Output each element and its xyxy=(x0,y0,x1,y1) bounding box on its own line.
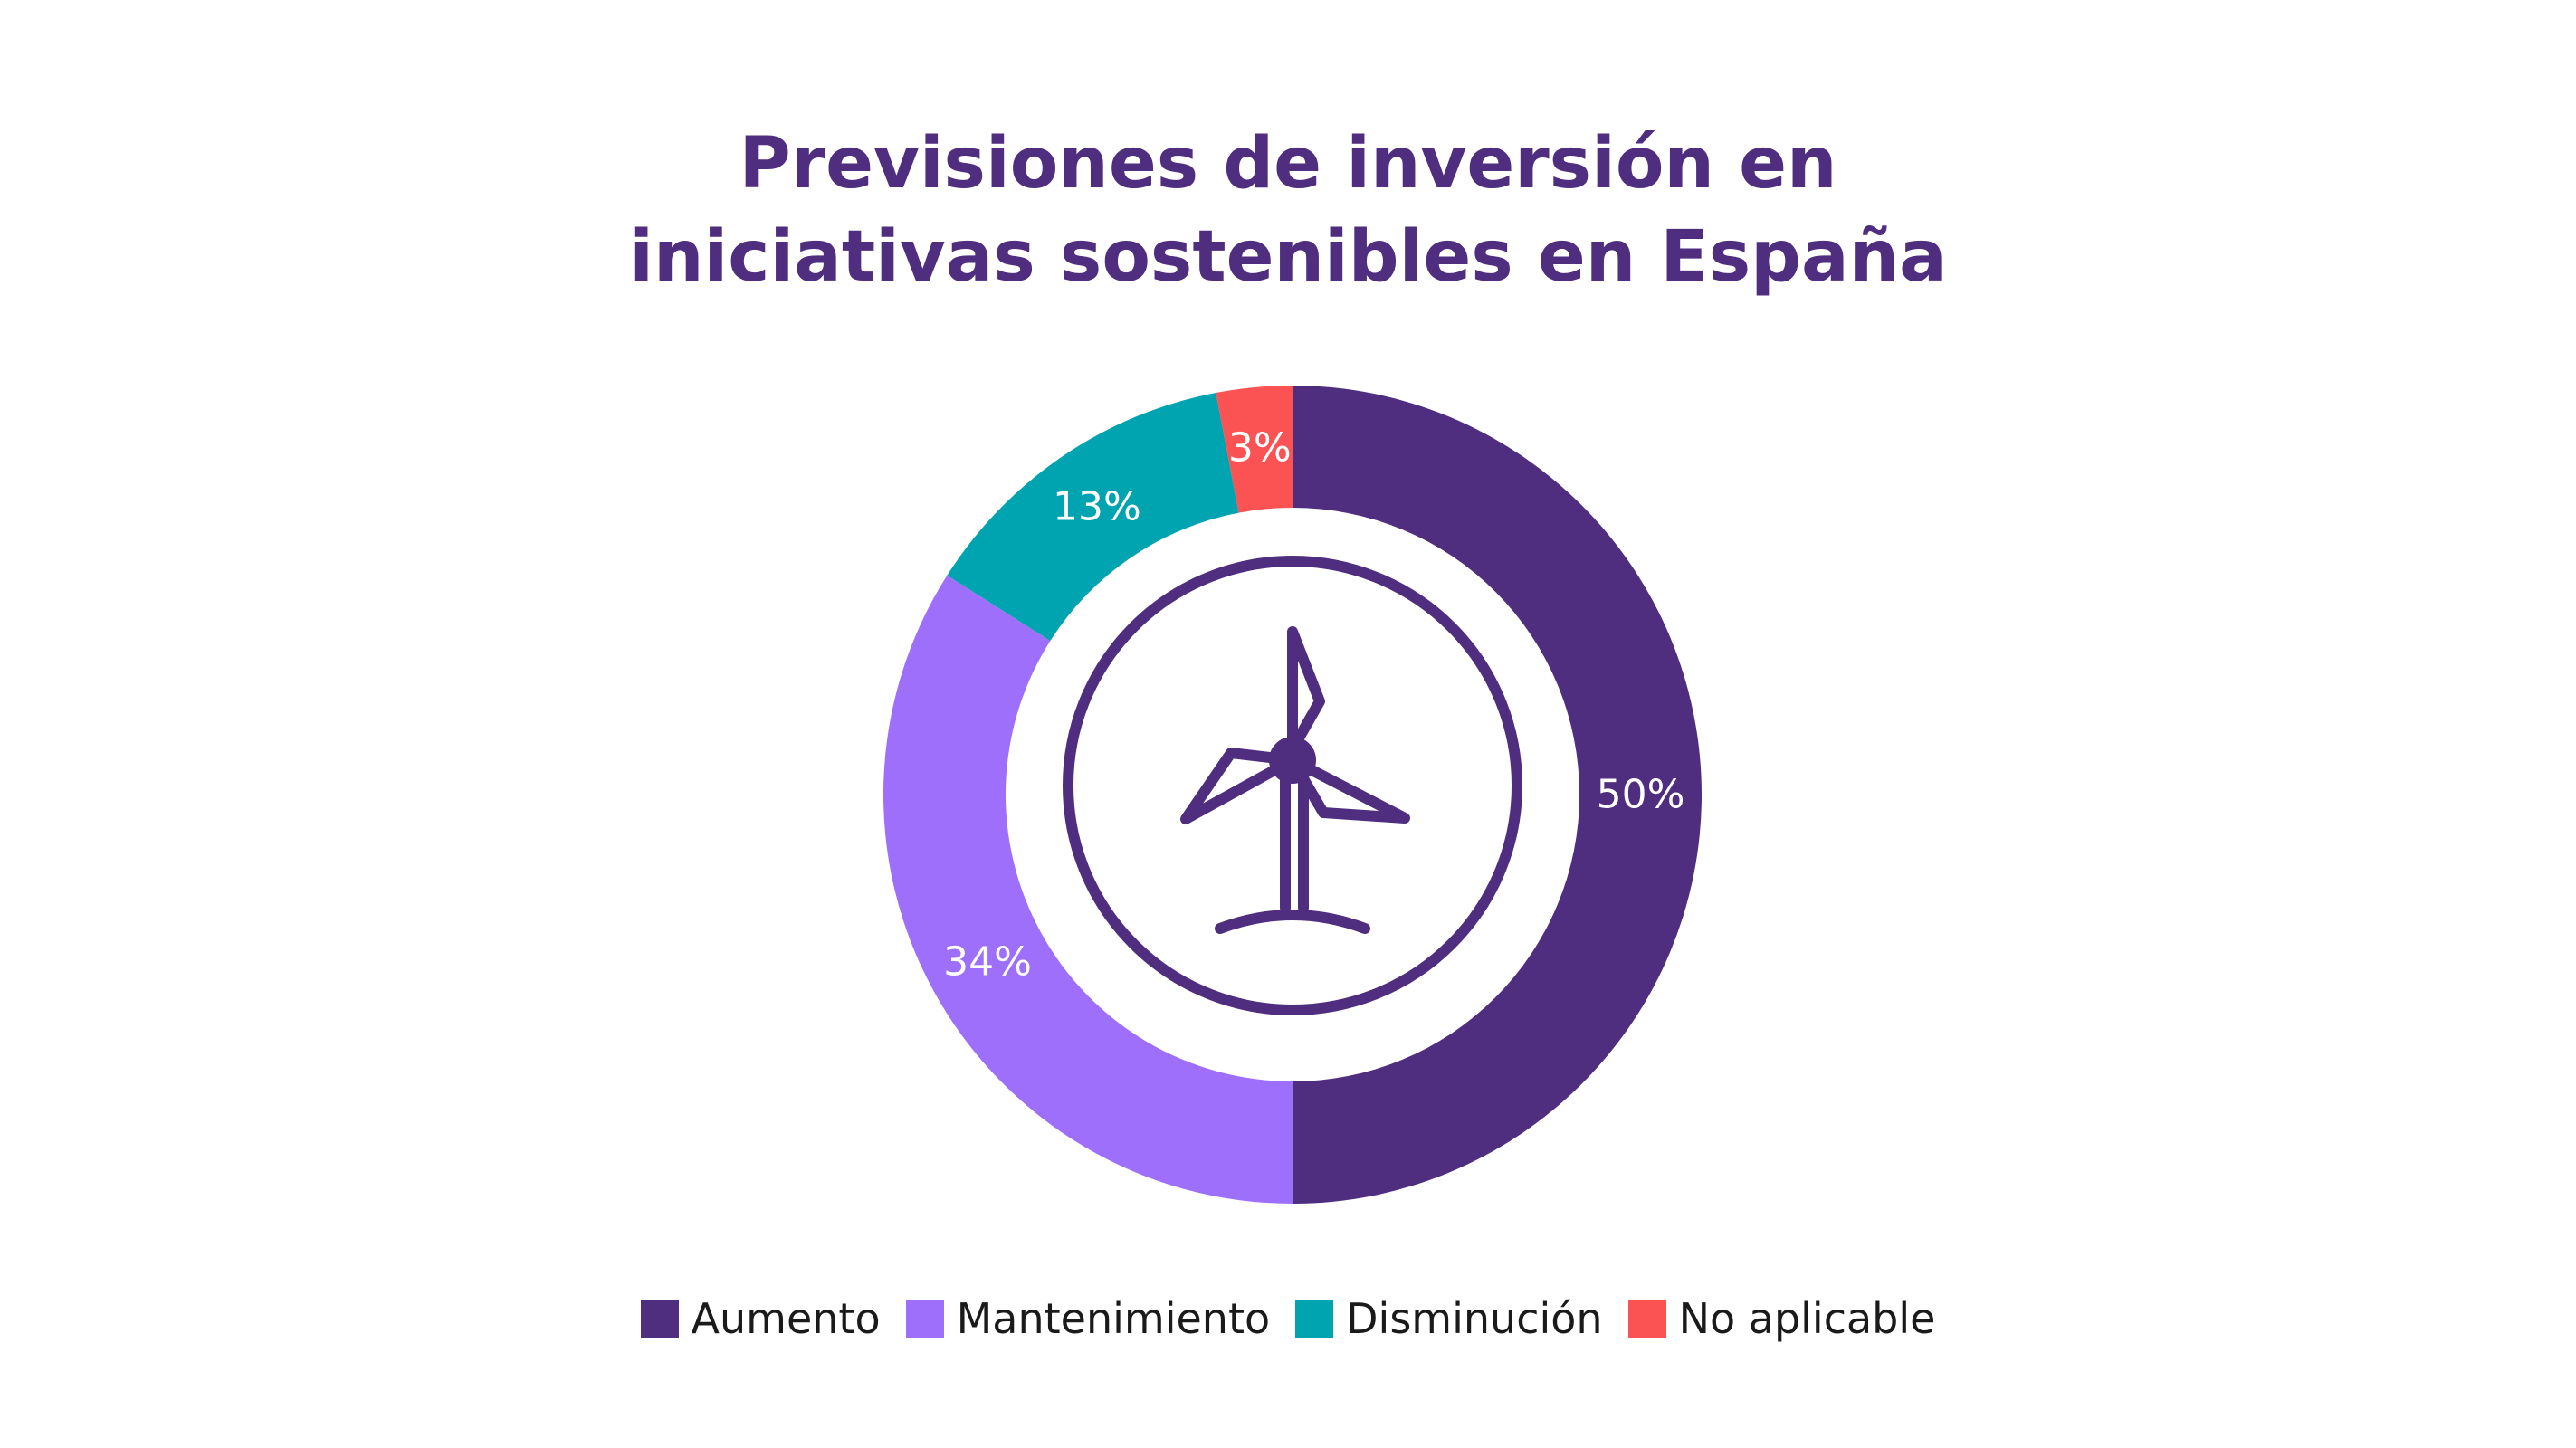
slice-value-label: 50% xyxy=(1597,772,1685,818)
legend-swatch xyxy=(1627,1300,1666,1338)
chart-title-line-1: Previsiones de inversión en xyxy=(739,123,1837,205)
donut-slice xyxy=(1216,386,1293,513)
legend-label: Mantenimiento xyxy=(956,1294,1271,1343)
slice-value-label: 3% xyxy=(1228,425,1292,472)
wind-turbine-icon xyxy=(1063,556,1522,1015)
chart-title-line-2: iniciativas sostenibles en España xyxy=(629,216,1947,298)
donut-slice xyxy=(947,393,1239,642)
slice-value-label: 13% xyxy=(1053,483,1141,529)
legend-swatch xyxy=(1295,1300,1334,1338)
legend-item: Aumento xyxy=(640,1294,881,1343)
legend-item: Mantenimiento xyxy=(905,1294,1271,1343)
legend-label: Aumento xyxy=(691,1294,881,1343)
chart-title: Previsiones de inversión en iniciativas … xyxy=(0,118,2576,304)
donut-slice xyxy=(883,575,1293,1204)
legend: Aumento Mantenimiento Disminución No aplica… xyxy=(0,1294,2576,1343)
donut-slice-labels: 50% 34% 13% 3% xyxy=(943,425,1684,986)
legend-label: Disminución xyxy=(1346,1294,1603,1343)
legend-swatch xyxy=(905,1300,944,1338)
legend-swatch xyxy=(640,1300,679,1338)
donut-slices xyxy=(883,386,1702,1204)
legend-label: No aplicable xyxy=(1678,1294,1936,1343)
legend-item: Disminución xyxy=(1295,1294,1603,1343)
legend-item: No aplicable xyxy=(1627,1294,1936,1343)
donut-slice xyxy=(1293,386,1702,1204)
slice-value-label: 34% xyxy=(943,939,1032,986)
